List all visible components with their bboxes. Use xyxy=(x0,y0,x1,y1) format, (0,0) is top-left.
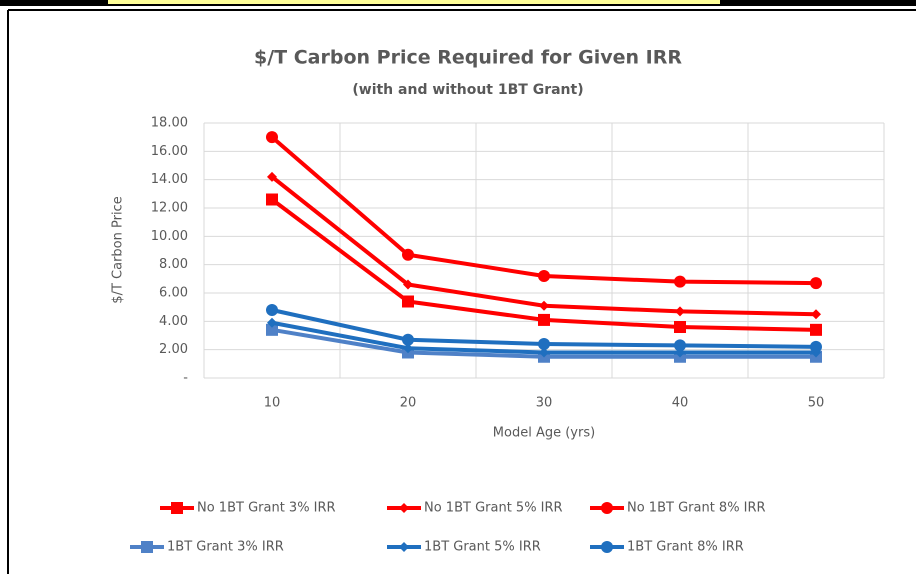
marker xyxy=(267,171,277,182)
marker xyxy=(538,270,550,282)
marker xyxy=(810,340,822,353)
marker xyxy=(399,503,409,513)
x-tick-label: 30 xyxy=(536,396,553,411)
marker xyxy=(402,248,414,261)
y-tick-label: 14.00 xyxy=(151,172,188,187)
y-axis-label: $/T Carbon Price xyxy=(111,196,126,303)
marker xyxy=(403,343,413,354)
marker xyxy=(601,541,613,553)
marker xyxy=(403,279,413,290)
marker xyxy=(402,333,414,346)
marker xyxy=(810,277,822,290)
marker xyxy=(171,502,183,514)
series-line xyxy=(270,175,817,317)
chart-subtitle: (with and without 1BT Grant) xyxy=(352,82,583,98)
marker xyxy=(539,347,549,358)
marker xyxy=(810,323,822,336)
y-tick-label: - xyxy=(183,371,188,386)
marker xyxy=(674,321,686,333)
x-axis-label: Model Age (yrs) xyxy=(493,426,595,441)
y-tick-label: 12.00 xyxy=(151,201,188,216)
marker xyxy=(674,275,686,288)
marker xyxy=(266,131,278,144)
legend-label: 1BT Grant 8% IRR xyxy=(627,540,744,555)
marker xyxy=(402,295,414,308)
legend-label: 1BT Grant 3% IRR xyxy=(167,540,284,555)
legend-label: No 1BT Grant 3% IRR xyxy=(197,501,336,516)
x-tick-label: 40 xyxy=(672,396,689,411)
marker xyxy=(675,306,685,317)
y-tick-label: 10.00 xyxy=(151,229,188,244)
y-tick-label: 18.00 xyxy=(151,116,188,131)
chart-title: $/T Carbon Price Required for Given IRR xyxy=(254,47,682,69)
marker xyxy=(267,317,277,328)
marker xyxy=(811,309,821,320)
x-tick-label: 10 xyxy=(264,396,281,411)
marker xyxy=(601,502,613,514)
legend-label: No 1BT Grant 5% IRR xyxy=(424,501,563,516)
x-tick-label: 50 xyxy=(808,396,825,411)
y-tick-label: 16.00 xyxy=(151,144,188,159)
marker xyxy=(538,313,550,326)
y-tick-label: 8.00 xyxy=(159,257,188,272)
marker xyxy=(539,300,549,311)
y-tick-label: 2.00 xyxy=(159,342,188,357)
sheet-cells xyxy=(108,0,720,4)
marker xyxy=(538,338,550,350)
marker xyxy=(674,339,686,352)
marker xyxy=(399,542,409,552)
marker xyxy=(141,541,153,553)
y-tick-label: 4.00 xyxy=(159,314,188,329)
y-tick-label: 6.00 xyxy=(159,286,188,301)
marker xyxy=(266,323,278,336)
legend-label: 1BT Grant 5% IRR xyxy=(424,540,541,555)
x-tick-label: 20 xyxy=(400,396,417,411)
marker xyxy=(266,193,278,206)
marker xyxy=(266,304,278,316)
legend-label: No 1BT Grant 8% IRR xyxy=(627,501,766,516)
